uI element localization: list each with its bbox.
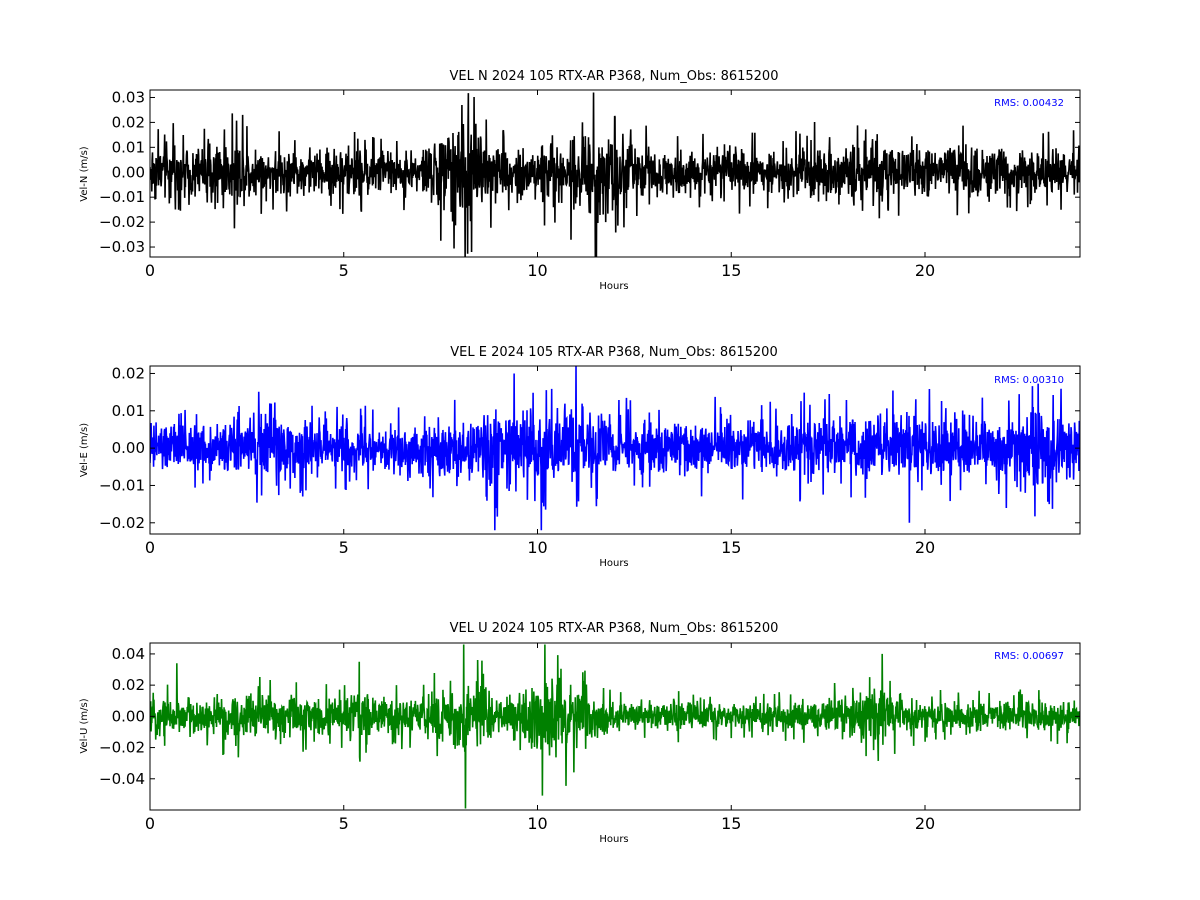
y-tick-label: 0.01 bbox=[112, 138, 145, 156]
chart-title: VEL E 2024 105 RTX-AR P368, Num_Obs: 861… bbox=[450, 345, 777, 360]
chart-title: VEL U 2024 105 RTX-AR P368, Num_Obs: 861… bbox=[450, 621, 779, 636]
x-axis-label: Hours bbox=[599, 281, 628, 292]
panel-vel-e: VEL E 2024 105 RTX-AR P368, Num_Obs: 861… bbox=[79, 345, 1064, 569]
series-line bbox=[150, 92, 1080, 257]
x-tick-label: 10 bbox=[527, 814, 547, 833]
panel-vel-u: VEL U 2024 105 RTX-AR P368, Num_Obs: 861… bbox=[79, 621, 1064, 845]
chart-title: VEL N 2024 105 RTX-AR P368, Num_Obs: 861… bbox=[450, 69, 779, 84]
axes-frame bbox=[149, 89, 1081, 258]
y-axis-label: Vel-U (m/s) bbox=[79, 698, 90, 753]
plot-area: 0 5 10 15 20 −0.02 −0.01 0.00 0.01 0.02 bbox=[99, 364, 1081, 557]
plot-area: 0 5 10 15 20 −0.04 −0.02 0.00 0.02 0.04 bbox=[99, 642, 1081, 833]
rms-annotation: RMS: 0.00432 bbox=[994, 98, 1064, 109]
y-tick-label: 0.02 bbox=[112, 676, 145, 694]
y-tick-label: 0.03 bbox=[112, 88, 145, 106]
x-tick-label: 20 bbox=[915, 814, 935, 833]
panel-vel-n: VEL N 2024 105 RTX-AR P368, Num_Obs: 861… bbox=[79, 69, 1064, 292]
y-tick-label: 0.02 bbox=[112, 364, 145, 382]
rms-annotation: RMS: 0.00697 bbox=[994, 651, 1064, 662]
y-tick-label: −0.03 bbox=[99, 238, 145, 256]
y-tick-label: 0.00 bbox=[112, 707, 145, 725]
x-tick-label: 10 bbox=[527, 261, 547, 280]
y-tick-label: −0.01 bbox=[99, 476, 145, 494]
y-tick-label: 0.01 bbox=[112, 402, 145, 420]
x-tick-label: 5 bbox=[339, 261, 349, 280]
rms-annotation: RMS: 0.00310 bbox=[994, 375, 1064, 386]
y-tick-label: −0.04 bbox=[99, 770, 145, 788]
x-tick-label: 5 bbox=[339, 814, 349, 833]
x-tick-label: 15 bbox=[721, 538, 741, 557]
x-tick-label: 20 bbox=[915, 261, 935, 280]
x-tick-label: 15 bbox=[721, 261, 741, 280]
y-tick-label: −0.02 bbox=[99, 514, 145, 532]
x-tick-label: 0 bbox=[145, 538, 155, 557]
x-tick-label: 0 bbox=[145, 814, 155, 833]
y-tick-label: −0.01 bbox=[99, 188, 145, 206]
x-tick-label: 20 bbox=[915, 538, 935, 557]
y-axis-label: Vel-E (m/s) bbox=[79, 423, 90, 477]
series-line bbox=[150, 366, 1080, 531]
x-tick-label: 0 bbox=[145, 261, 155, 280]
x-tick-label: 10 bbox=[527, 538, 547, 557]
axes-frame bbox=[149, 642, 1081, 811]
x-axis-label: Hours bbox=[599, 558, 628, 569]
series-line bbox=[150, 644, 1080, 809]
x-tick-label: 5 bbox=[339, 538, 349, 557]
y-tick-label: 0.04 bbox=[112, 645, 145, 663]
y-tick-label: −0.02 bbox=[99, 739, 145, 757]
x-axis-label: Hours bbox=[599, 834, 628, 845]
y-tick-label: −0.02 bbox=[99, 213, 145, 231]
y-tick-label: 0.02 bbox=[112, 113, 145, 131]
axes-frame bbox=[149, 365, 1081, 535]
y-axis-label: Vel-N (m/s) bbox=[79, 146, 90, 201]
x-tick-label: 15 bbox=[721, 814, 741, 833]
y-tick-label: 0.00 bbox=[112, 163, 145, 181]
y-tick-label: 0.00 bbox=[112, 439, 145, 457]
plot-area: 0 5 10 15 20 −0.03 −0.02 −0.01 0.00 0.01 0.02 0.03 bbox=[99, 88, 1081, 280]
